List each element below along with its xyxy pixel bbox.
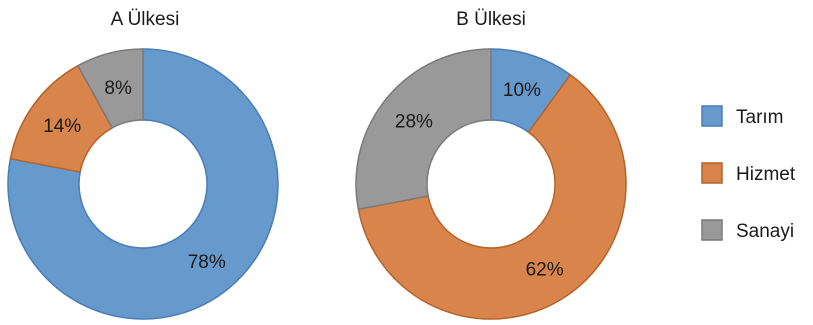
legend-swatch-sanayi	[701, 219, 723, 241]
slice-b-hizmet	[357, 73, 627, 320]
slice-label-b-hizmet: 62%	[526, 259, 564, 280]
donut-chart-b: B Ülkesi 10% 62% 28%	[355, 9, 627, 320]
slice-a-sanayi	[76, 48, 144, 129]
slice-label-a-tarim: 78%	[188, 252, 226, 273]
chart-title-b: B Ülkesi	[456, 9, 526, 30]
slice-b-sanayi	[355, 48, 492, 211]
legend-swatch-tarim	[701, 105, 723, 127]
donut-chart-a: A Ülkesi 78% 14% 8%	[7, 9, 279, 320]
legend-label-tarim: Tarım	[736, 107, 784, 128]
slice-a-tarim	[7, 48, 279, 320]
slice-label-a-sanayi: 8%	[104, 78, 132, 99]
slice-label-a-hizmet: 14%	[43, 116, 81, 137]
slice-label-b-tarim: 10%	[503, 80, 541, 101]
chart-title-a: A Ülkesi	[111, 9, 180, 30]
legend-label-sanayi: Sanayi	[736, 221, 794, 242]
legend: Tarım Hizmet Sanayi	[701, 105, 796, 242]
legend-label-hizmet: Hizmet	[736, 164, 796, 185]
legend-swatch-hizmet	[701, 162, 723, 184]
slice-label-b-sanayi: 28%	[395, 111, 433, 132]
